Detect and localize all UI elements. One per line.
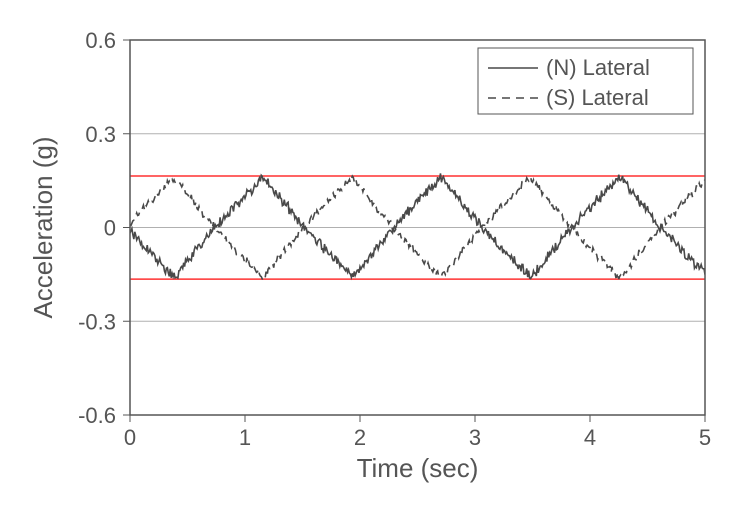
- x-tick-label: 4: [584, 425, 596, 450]
- acceleration-chart: 0 1 2 3 4 5 -0.6 -0.3 0 0.3 0.6 Time (sec) Accelerat…: [0, 0, 753, 511]
- x-tick-label: 2: [354, 425, 366, 450]
- y-tick-label: 0.3: [85, 122, 116, 147]
- y-tick-label: 0.6: [85, 28, 116, 53]
- legend-label: (S) Lateral: [546, 85, 649, 110]
- y-axis-title: Acceleration (g): [28, 136, 58, 318]
- legend-label: (N) Lateral: [546, 55, 650, 80]
- y-tick-label: -0.3: [78, 309, 116, 334]
- x-axis-title: Time (sec): [357, 453, 479, 483]
- x-tick-label: 3: [469, 425, 481, 450]
- y-tick-label: -0.6: [78, 403, 116, 428]
- chart-svg: 0 1 2 3 4 5 -0.6 -0.3 0 0.3 0.6 Time (sec) Accelerat…: [0, 0, 753, 511]
- x-tick-label: 0: [124, 425, 136, 450]
- y-tick-label: 0: [104, 216, 116, 241]
- x-tick-label: 5: [699, 425, 711, 450]
- x-tick-label: 1: [239, 425, 251, 450]
